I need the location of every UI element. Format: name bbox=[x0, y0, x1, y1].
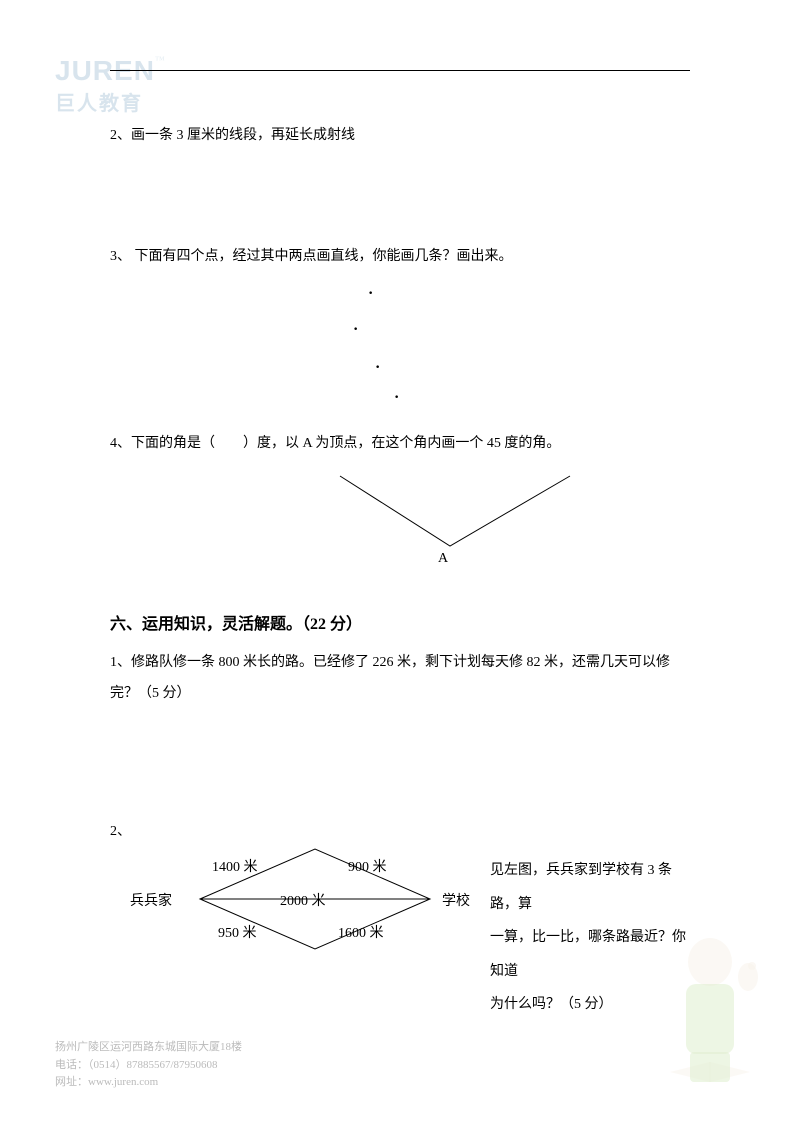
question-2: 2、画一条 3 厘米的线段，再延长成射线 bbox=[110, 121, 690, 152]
angle-vertex-label: A bbox=[438, 551, 448, 567]
label-left-vertex: 兵兵家 bbox=[130, 890, 172, 910]
q2-number: 2、 bbox=[110, 820, 131, 840]
label-right-vertex: 学校 bbox=[442, 890, 470, 910]
question-4-figure: A bbox=[110, 471, 690, 576]
dot-2: · bbox=[353, 321, 358, 339]
label-top-right: 900 米 bbox=[348, 856, 387, 876]
mascot-legs bbox=[690, 1052, 730, 1082]
mascot-head bbox=[688, 938, 732, 986]
footer-phone: 电话：（0514）87885567/87950608 bbox=[55, 1057, 242, 1075]
label-bottom-right: 1600 米 bbox=[338, 922, 384, 942]
label-middle: 2000 米 bbox=[280, 890, 326, 910]
page-content: 2、画一条 3 厘米的线段，再延长成射线 3、 下面有四个点，经过其中两点画直线… bbox=[110, 70, 690, 980]
question-4-text: 4、下面的角是（ ）度，以 A 为顶点，在这个角内画一个 45 度的角。 bbox=[110, 429, 690, 460]
question-3-text: 3、 下面有四个点，经过其中两点画直线，你能画几条？画出来。 bbox=[110, 242, 690, 273]
footer-address: 扬州广陵区运河西路东城国际大厦18楼 bbox=[55, 1039, 242, 1057]
label-bottom-left: 950 米 bbox=[218, 922, 257, 942]
section-6-q2: 2、 1400 米 900 米 兵兵家 2000 米 学校 950 米 1600… bbox=[110, 820, 690, 980]
header-rule bbox=[110, 70, 690, 71]
page-footer: 扬州广陵区运河西路东城国际大厦18楼 电话：（0514）87885567/879… bbox=[55, 1039, 242, 1092]
mascot-watermark bbox=[640, 922, 780, 1102]
dot-1: · bbox=[368, 285, 373, 303]
section-6-title: 六、运用知识，灵活解题。（22 分） bbox=[110, 610, 690, 634]
dot-3: · bbox=[375, 359, 380, 377]
angle-svg bbox=[260, 471, 590, 561]
angle-polyline bbox=[340, 476, 570, 546]
label-top-left: 1400 米 bbox=[212, 856, 258, 876]
question-3-dots: · · · · bbox=[110, 285, 690, 405]
footer-url: 网址：www.juren.com bbox=[55, 1074, 242, 1092]
mascot-thumb bbox=[748, 962, 756, 970]
q2-desc-line1: 见左图，兵兵家到学校有 3 条路，算 bbox=[490, 854, 690, 921]
dot-4: · bbox=[394, 389, 399, 407]
mascot-body bbox=[686, 984, 734, 1054]
watermark-tm: ™ bbox=[155, 55, 165, 66]
section-6-q1: 1、修路队修一条 800 米长的路。已经修了 226 米，剩下计划每天修 82 … bbox=[110, 648, 690, 710]
